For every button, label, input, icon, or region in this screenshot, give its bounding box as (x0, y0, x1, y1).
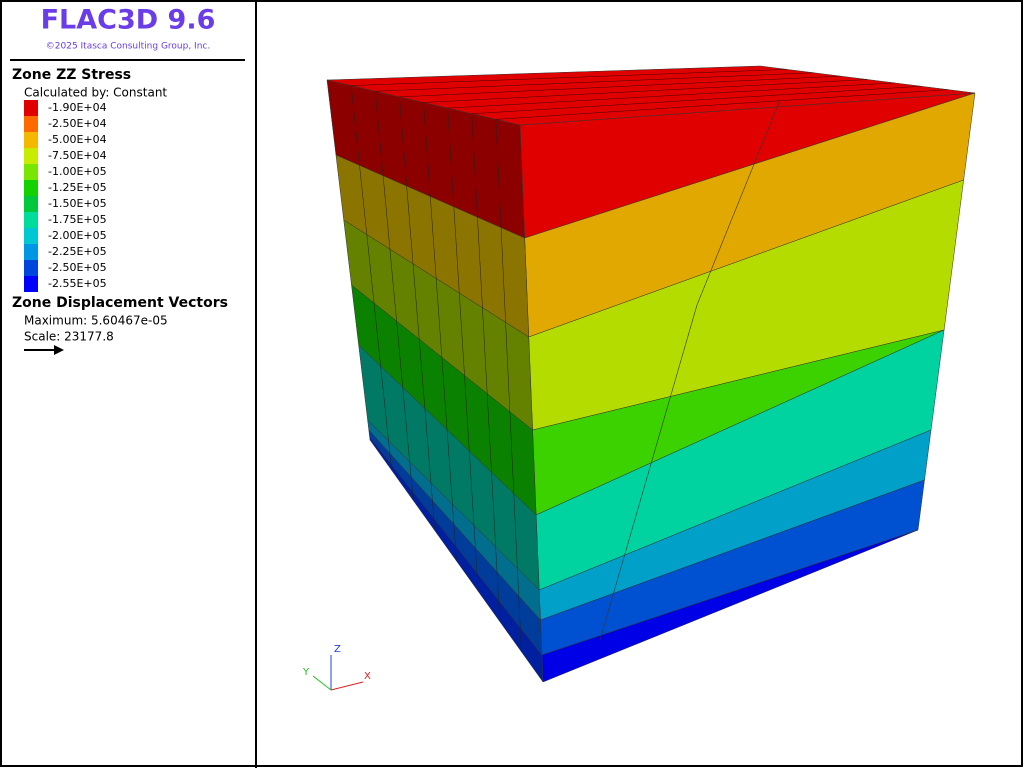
legend-label: -1.50E+05 (48, 197, 107, 210)
legend-swatch (24, 164, 38, 180)
legend-label: -1.75E+05 (48, 213, 107, 226)
model-view (326, 65, 976, 683)
mesh-line (350, 85, 392, 471)
legend-subtitle: Calculated by: Constant (24, 86, 167, 100)
z-label: Z (334, 644, 341, 655)
legend-swatch (24, 180, 38, 196)
legend-title: Zone ZZ Stress (12, 67, 131, 83)
mesh-line (696, 99, 781, 306)
legend-swatch (24, 276, 38, 292)
legend-label: -5.00E+04 (48, 133, 107, 146)
mesh-line (471, 113, 500, 622)
legend: -1.90E+04 -2.50E+04 -5.00E+04 -7.50E+04 -1.0… (24, 100, 107, 292)
legend-label: -1.00E+05 (48, 165, 107, 178)
axis-triad: Z X Y (302, 644, 371, 691)
legend-swatch (24, 196, 38, 212)
vectors-scale: Scale: 23177.8 (24, 330, 114, 344)
x-axis (330, 681, 364, 691)
legend-label: -1.90E+04 (48, 101, 107, 114)
legend-label: -2.25E+05 (48, 245, 107, 258)
mesh-line (375, 72, 814, 92)
mesh-line (399, 75, 841, 98)
legend-label: -2.55E+05 (48, 277, 107, 290)
mesh-line (495, 119, 522, 652)
legend-swatch (24, 260, 38, 276)
legend-label: -1.25E+05 (48, 181, 107, 194)
legend-swatch (24, 132, 38, 148)
mesh-line (423, 102, 457, 562)
legend-label: -7.50E+04 (48, 149, 107, 162)
mesh-line (599, 304, 698, 641)
app-title: FLAC3D 9.6 (41, 5, 216, 36)
legend-label: -2.50E+04 (48, 117, 107, 130)
mesh-line (351, 69, 787, 86)
y-axis (312, 675, 332, 691)
legend-swatch (24, 148, 38, 164)
mesh-line (447, 82, 895, 109)
legend-swatch (24, 212, 38, 228)
legend-swatch (24, 116, 38, 132)
mesh-line (423, 79, 868, 103)
vectors-title: Zone Displacement Vectors (12, 295, 228, 311)
x-label: X (364, 671, 371, 682)
y-label: Y (302, 667, 310, 678)
mesh-line (375, 91, 414, 501)
copyright: ©2025 Itasca Consulting Group, Inc. (46, 42, 210, 52)
legend-swatch (24, 244, 38, 260)
legend-swatch (24, 228, 38, 244)
mesh-line (447, 108, 479, 592)
mesh-line (471, 86, 922, 114)
scale-arrowhead (54, 345, 64, 355)
mesh-line (495, 89, 949, 120)
legend-swatch (24, 100, 38, 116)
mesh-line (399, 96, 436, 531)
legend-label: -2.50E+05 (48, 261, 107, 274)
top-face (326, 65, 976, 126)
legend-label: -2.00E+05 (48, 229, 107, 242)
vectors-maximum: Maximum: 5.60467e-05 (24, 314, 168, 328)
